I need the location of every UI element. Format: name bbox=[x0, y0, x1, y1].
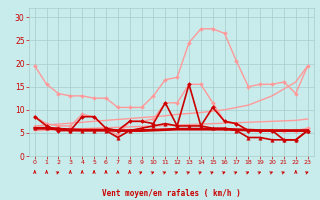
Text: Vent moyen/en rafales ( km/h ): Vent moyen/en rafales ( km/h ) bbox=[102, 189, 241, 198]
